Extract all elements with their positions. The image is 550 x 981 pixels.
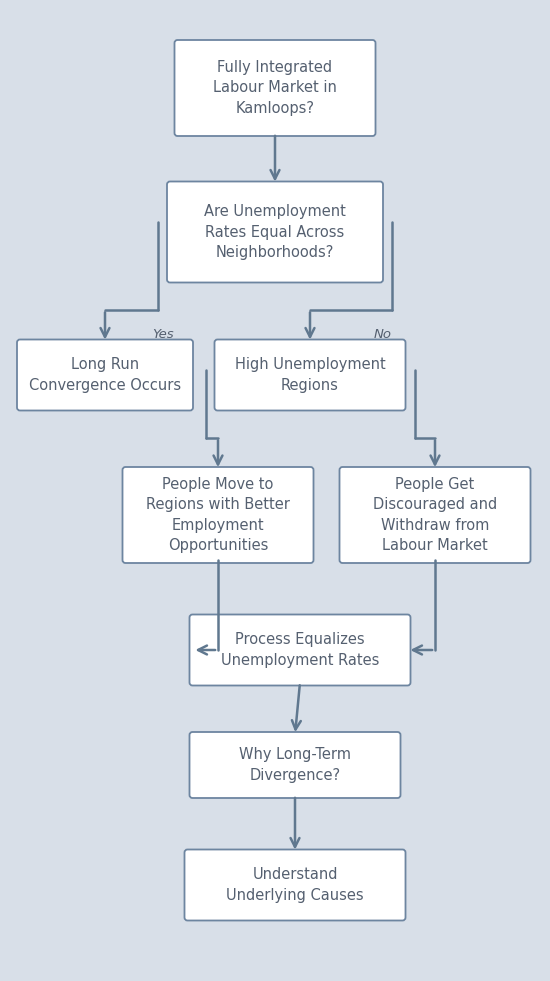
FancyBboxPatch shape (123, 467, 314, 563)
Text: People Move to
Regions with Better
Employment
Opportunities: People Move to Regions with Better Emplo… (146, 477, 290, 553)
FancyBboxPatch shape (214, 339, 405, 410)
Text: Why Long-Term
Divergence?: Why Long-Term Divergence? (239, 748, 351, 783)
FancyBboxPatch shape (17, 339, 193, 410)
Text: Are Unemployment
Rates Equal Across
Neighborhoods?: Are Unemployment Rates Equal Across Neig… (204, 204, 346, 260)
FancyBboxPatch shape (190, 732, 400, 798)
Text: Understand
Underlying Causes: Understand Underlying Causes (226, 867, 364, 903)
Text: Long Run
Convergence Occurs: Long Run Convergence Occurs (29, 357, 181, 392)
Text: No: No (374, 328, 392, 340)
FancyBboxPatch shape (339, 467, 531, 563)
Text: People Get
Discouraged and
Withdraw from
Labour Market: People Get Discouraged and Withdraw from… (373, 477, 497, 553)
FancyBboxPatch shape (184, 850, 405, 920)
FancyBboxPatch shape (190, 614, 410, 686)
Text: Yes: Yes (152, 328, 174, 340)
Text: Process Equalizes
Unemployment Rates: Process Equalizes Unemployment Rates (221, 633, 379, 668)
FancyBboxPatch shape (167, 181, 383, 283)
Text: Fully Integrated
Labour Market in
Kamloops?: Fully Integrated Labour Market in Kamloo… (213, 60, 337, 116)
Text: High Unemployment
Regions: High Unemployment Regions (235, 357, 386, 392)
FancyBboxPatch shape (174, 40, 376, 136)
